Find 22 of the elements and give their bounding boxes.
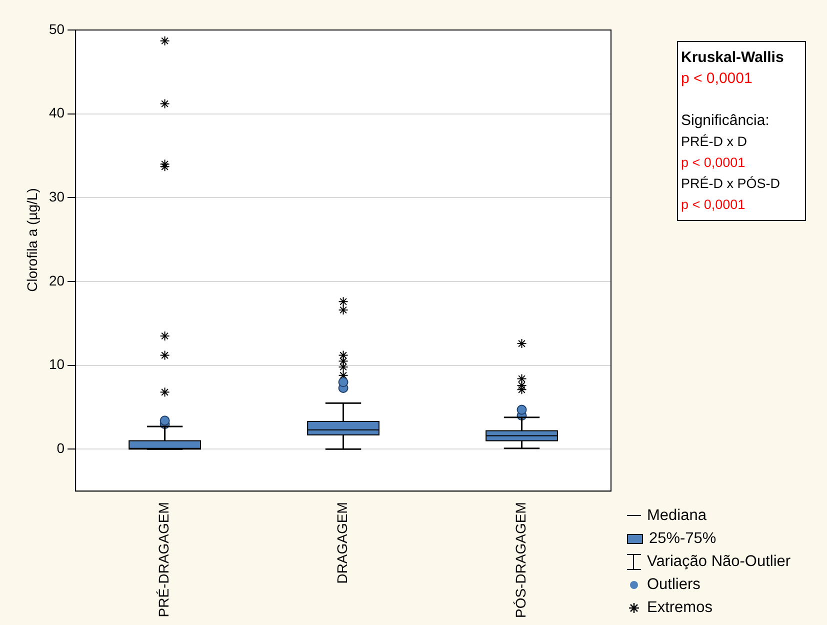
legend-label: Extremos [647, 598, 712, 616]
text: Variação Não-Outlier [647, 552, 791, 570]
y-tick-label: 10 [48, 356, 65, 372]
x-tick-label: PÓS-DRAGAGEM [512, 502, 529, 618]
text: Mediana [647, 506, 706, 524]
text: p < 0,0001 [681, 69, 754, 89]
y-axis-title: Clorofila a (µg/L) [24, 188, 40, 292]
text: p < 0,0001 [681, 154, 746, 172]
y-tick-label: 50 [48, 20, 65, 37]
x-tick-label: DRAGAGEM [334, 502, 350, 584]
text: p < 0,0001 [681, 196, 746, 214]
y-tick-label: 30 [48, 188, 65, 205]
x-tick-label: PRÉ-DRAGAGEM [156, 502, 172, 618]
legend-label: 25%-75% [649, 530, 716, 548]
legend-label: Outliers [647, 576, 700, 594]
text: Kruskal-Wallis [681, 48, 785, 68]
text: PRÉ-D x D [681, 133, 748, 151]
y-tick-label: 40 [48, 104, 65, 121]
y-tick-label: 20 [48, 272, 65, 288]
text: PRÉ-D x PÓS-D [681, 175, 782, 193]
y-tick-label: 0 [56, 440, 65, 456]
text: Significância: [681, 111, 770, 131]
